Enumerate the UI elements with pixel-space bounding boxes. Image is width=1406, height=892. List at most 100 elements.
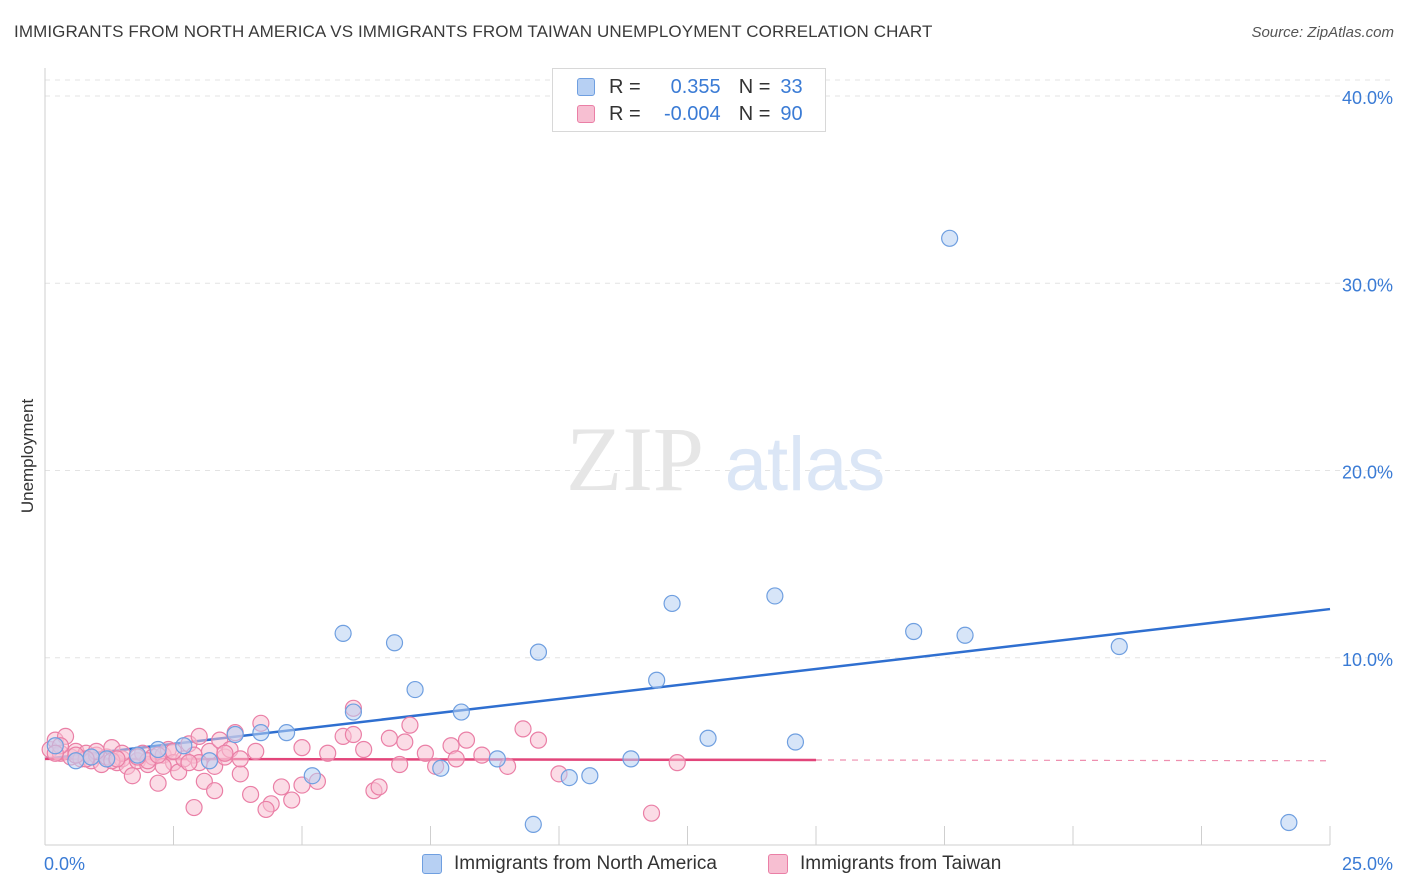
point-taiwan [514,720,532,738]
legend-r-label: R = [609,75,641,98]
legend-item-north-america[interactable]: Immigrants from North America [422,852,717,876]
point-north-america [699,729,717,747]
data-points [41,229,1298,834]
point-taiwan [355,740,373,759]
point-north-america [303,767,321,785]
point-north-america [226,725,244,744]
point-taiwan [231,750,249,768]
point-taiwan [447,750,465,768]
legend-item-taiwan[interactable]: Immigrants from Taiwan [768,852,1001,876]
tick-labels: 10.0% 20.0% 30.0% 40.0% 0.0% 25.0% [44,88,1393,874]
point-taiwan [242,785,260,804]
point-north-america [175,737,193,755]
point-taiwan [216,744,234,762]
legend-r-value: -0.004 [663,102,721,125]
point-taiwan [396,733,414,751]
point-taiwan [401,716,419,734]
legend-row-north-america: R = 0.355 N = 33 [577,74,803,100]
point-taiwan [149,774,167,792]
y-axis-label: Unemployment [18,398,37,514]
point-taiwan [529,731,548,749]
point-taiwan [380,729,398,747]
y-tick-label: 30.0% [1342,275,1393,295]
point-taiwan [319,744,337,762]
y-tick-label: 10.0% [1342,650,1393,670]
point-taiwan [668,754,686,772]
chart-title: IMMIGRANTS FROM NORTH AMERICA VS IMMIGRA… [14,22,933,41]
point-north-america [406,680,424,699]
point-north-america [344,703,362,721]
point-north-america [1110,637,1128,656]
watermark: ZIP atlas [566,408,885,510]
point-north-america [905,622,923,641]
point-taiwan [185,798,203,817]
point-north-america [200,752,219,770]
legend-r-value: 0.355 [670,75,721,98]
legend-n-value: 33 [780,75,803,98]
legend-n-label: N = [738,102,771,125]
legend-n-label: N = [738,75,771,98]
point-taiwan [457,731,476,749]
legend-swatch-taiwan [768,854,788,874]
axes [44,68,1331,846]
point-north-america [82,748,100,766]
point-taiwan [206,782,224,800]
legend-swatch-taiwan [577,105,595,123]
x-tick-label: 0.0% [44,854,85,874]
legend-r-label: R = [609,102,641,125]
point-taiwan [416,744,434,762]
point-north-america [786,733,805,751]
point-north-america [648,671,666,689]
point-north-america [128,746,147,764]
legend-row-taiwan: R = -0.004 N = 90 [577,101,803,127]
gridlines [45,79,1390,659]
point-north-america [524,815,542,834]
legend-swatch-north-america [577,78,595,96]
legend-label-north-america: Immigrants from North America [454,853,717,874]
point-north-america [581,767,599,785]
point-north-america [1280,813,1298,832]
point-north-america [277,724,296,742]
point-north-america [956,626,974,644]
point-north-america [452,703,470,721]
point-taiwan [391,755,409,774]
point-taiwan [190,727,208,745]
point-taiwan [370,778,388,796]
point-taiwan [293,739,311,757]
point-north-america [67,752,85,770]
point-taiwan [344,725,362,744]
watermark-atlas: atlas [725,422,886,507]
point-north-america [529,643,548,661]
point-north-america [252,724,270,742]
point-taiwan [247,742,265,760]
watermark-zip: ZIP [566,408,704,510]
y-tick-label: 40.0% [1342,88,1393,108]
point-taiwan [642,804,661,822]
point-taiwan [272,778,291,796]
point-north-america [98,750,116,768]
correlation-legend: R = 0.355 N = 33 R = -0.004 N = 90 [552,68,826,132]
legend-n-value: 90 [780,102,803,125]
point-north-america [46,737,64,755]
point-taiwan [180,754,198,772]
point-north-america [432,759,450,777]
point-north-america [560,768,578,787]
legend-swatch-north-america [422,854,442,874]
point-taiwan [257,800,275,819]
point-taiwan [123,767,141,785]
point-north-america [622,750,640,768]
point-north-america [766,587,784,605]
point-north-america [941,229,959,247]
point-north-america [334,624,352,643]
chart-source: Source: ZipAtlas.com [1251,24,1394,41]
trend-line-extension-taiwan [815,759,1331,762]
point-north-america [385,634,404,652]
point-taiwan [473,746,491,764]
y-tick-label: 20.0% [1342,463,1393,483]
x-tick-label: 25.0% [1342,854,1393,874]
legend-label-taiwan: Immigrants from Taiwan [800,853,1002,874]
point-taiwan [231,765,249,783]
point-north-america [663,594,681,613]
point-north-america [488,750,506,768]
